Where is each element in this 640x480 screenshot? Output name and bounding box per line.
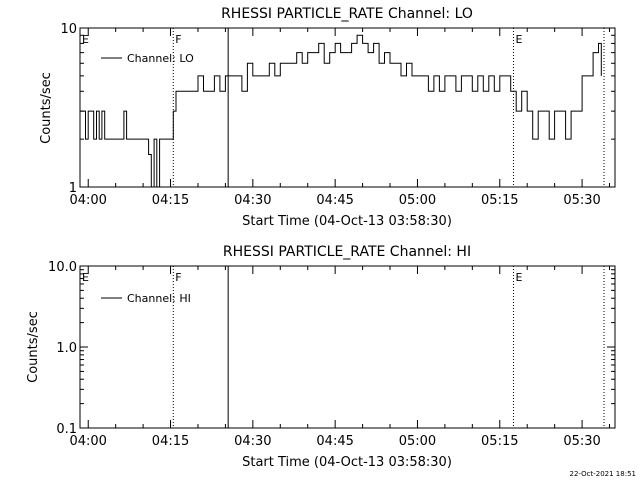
y-tick-label: 1.0 xyxy=(56,341,77,356)
x-tick-label: 05:00 xyxy=(399,434,436,449)
y-tick-label: 1 xyxy=(69,181,77,196)
hi-legend: Channel: HI xyxy=(101,292,191,305)
x-tick-label: 04:15 xyxy=(152,193,189,208)
y-tick-label: 10 xyxy=(60,22,77,37)
event-marker-label: F xyxy=(175,271,181,284)
hi-x-ticks: 04:00 04:15 04:30 04:45 05:00 05:15 05:30 xyxy=(69,266,611,449)
x-tick-label: 04:15 xyxy=(152,434,189,449)
event-marker-label: E xyxy=(515,271,522,284)
x-tick-label: 05:30 xyxy=(563,193,600,208)
x-tick-label: 04:30 xyxy=(234,193,271,208)
lo-plot-frame xyxy=(79,27,616,188)
x-tick-label: 04:00 xyxy=(69,193,106,208)
series-line xyxy=(80,34,602,188)
lo-y-axis-label: Counts/sec xyxy=(39,72,54,144)
x-tick-label: 05:15 xyxy=(481,193,518,208)
hi-channel-panel: RHESSI PARTICLE_RATE Channel: HI Counts/… xyxy=(26,244,616,470)
y-tick-label: 10.0 xyxy=(48,260,77,275)
lo-x-axis-label: Start Time (04-Oct-13 03:58:30) xyxy=(242,214,452,229)
hi-y-ticks: 0.1 1.0 10.0 xyxy=(48,260,615,437)
footer-timestamp: 22-Oct-2021 18:51 xyxy=(570,470,636,478)
hi-x-axis-label: Start Time (04-Oct-13 03:58:30) xyxy=(242,455,452,470)
y-tick-label: 0.1 xyxy=(56,422,77,437)
lo-chart-title: RHESSI PARTICLE_RATE Channel: LO xyxy=(221,6,473,22)
event-marker-label: E xyxy=(82,33,89,46)
hi-chart-title: RHESSI PARTICLE_RATE Channel: HI xyxy=(223,244,471,260)
x-tick-label: 05:15 xyxy=(481,434,518,449)
event-marker-label: E xyxy=(515,33,522,46)
lo-legend: Channel: LO xyxy=(101,52,194,65)
x-tick-label: 04:30 xyxy=(234,434,271,449)
x-tick-label: 05:30 xyxy=(563,434,600,449)
x-tick-label: 04:00 xyxy=(69,434,106,449)
x-tick-label: 05:00 xyxy=(399,193,436,208)
x-tick-label: 04:45 xyxy=(316,434,353,449)
event-marker-label: F xyxy=(175,33,181,46)
lo-series-group xyxy=(80,34,602,188)
lo-y-ticks: 1 10 xyxy=(60,22,615,196)
lo-x-ticks: 04:00 04:15 04:30 04:45 05:00 05:15 05:30 xyxy=(69,28,611,208)
hi-legend-label: Channel: HI xyxy=(127,292,191,305)
lo-channel-panel: RHESSI PARTICLE_RATE Channel: LO Counts/… xyxy=(39,6,616,229)
event-marker-label: E xyxy=(82,271,89,284)
hi-y-axis-label: Counts/sec xyxy=(26,311,41,383)
x-tick-label: 04:45 xyxy=(316,193,353,208)
lo-legend-label: Channel: LO xyxy=(127,52,194,65)
hi-plot-frame xyxy=(79,265,616,429)
